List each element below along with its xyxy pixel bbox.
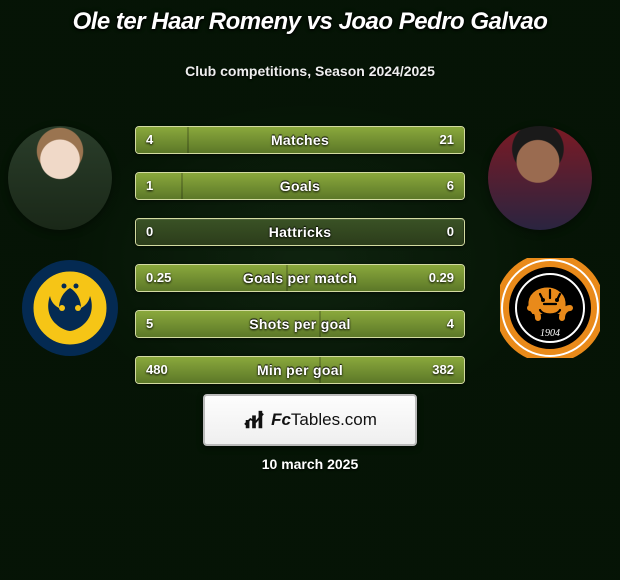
brand-prefix: Fc bbox=[271, 410, 291, 429]
player-right-avatar bbox=[488, 126, 592, 230]
stat-bar: 0.250.29Goals per match bbox=[135, 264, 465, 292]
stat-bar: 421Matches bbox=[135, 126, 465, 154]
brand-icon bbox=[243, 409, 265, 431]
stat-label: Min per goal bbox=[136, 357, 464, 383]
stat-bars: 421Matches 16Goals 00Hattricks 0.250.29Goal… bbox=[135, 126, 465, 402]
svg-text:1904: 1904 bbox=[540, 328, 560, 339]
stat-label: Goals bbox=[136, 173, 464, 199]
brand-rest: Tables.com bbox=[291, 410, 377, 429]
stat-bar: 480382Min per goal bbox=[135, 356, 465, 384]
page-title: Ole ter Haar Romeny vs Joao Pedro Galvao bbox=[0, 8, 620, 36]
subtitle: Club competitions, Season 2024/2025 bbox=[0, 63, 620, 79]
stat-label: Shots per goal bbox=[136, 311, 464, 337]
stat-bar: 00Hattricks bbox=[135, 218, 465, 246]
player-left-avatar bbox=[8, 126, 112, 230]
club-crest-left bbox=[20, 258, 120, 358]
club-crest-right: 1904 bbox=[500, 258, 600, 358]
brand-badge: FcTables.com bbox=[203, 394, 417, 446]
stat-label: Matches bbox=[136, 127, 464, 153]
stat-bar: 54Shots per goal bbox=[135, 310, 465, 338]
stat-label: Goals per match bbox=[136, 265, 464, 291]
stat-bar: 16Goals bbox=[135, 172, 465, 200]
date-label: 10 march 2025 bbox=[0, 456, 620, 472]
comparison-card: Ole ter Haar Romeny vs Joao Pedro Galvao… bbox=[0, 0, 620, 580]
stat-label: Hattricks bbox=[136, 219, 464, 245]
brand-text: FcTables.com bbox=[271, 410, 377, 430]
